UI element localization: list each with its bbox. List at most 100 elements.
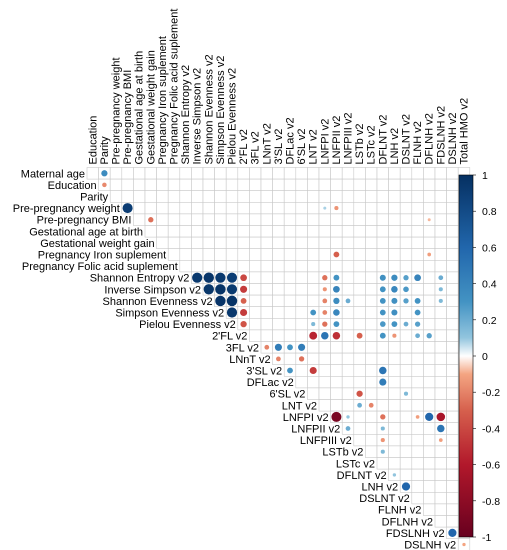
grid-cell (295, 329, 308, 342)
grid-cell (376, 399, 389, 412)
corr-circle-fdslnh-v2-dslnh-v2 (448, 528, 457, 538)
grid-cell (133, 213, 146, 226)
grid-cell (341, 283, 355, 296)
grid-cell (423, 480, 436, 493)
grid-cell (156, 225, 169, 238)
corr-circle-shannon-entropy-v2-lnh-v2 (391, 274, 398, 281)
grid-cell (434, 329, 447, 342)
grid-cell (399, 422, 413, 435)
corr-circle-2-fl-v2-dflnt-v2 (379, 332, 386, 339)
grid-cell (318, 225, 331, 238)
grid-cell (307, 375, 320, 389)
grid-cell (260, 329, 273, 342)
grid-cell (411, 236, 424, 250)
grid-cell (295, 236, 308, 250)
corr-circle-2-fl-v2-lnfpii-v2 (332, 331, 341, 340)
grid-cell (202, 202, 215, 215)
grid-cell (133, 178, 146, 192)
grid-cell (237, 167, 250, 180)
grid-cell (330, 225, 343, 238)
grid-cell (260, 259, 273, 273)
grid-cell (411, 167, 424, 180)
grid-cell (376, 259, 389, 273)
corr-circle-6-sl-v2-lstb-v2 (356, 390, 363, 397)
grid-cell (399, 190, 413, 203)
corr-circle-shannon-evenness-v2-dslnt-v2 (403, 298, 409, 304)
grid-cell (191, 236, 204, 250)
grid-cell (423, 503, 436, 516)
grid-cell (214, 202, 227, 215)
grid-cell (214, 213, 227, 226)
grid-cell (411, 341, 424, 354)
grid-cell (365, 433, 378, 447)
grid-cell (307, 271, 320, 284)
corr-circle-shannon-evenness-v2-lnfpiii-v2 (345, 298, 351, 304)
grid-cell (434, 364, 447, 377)
row-label-dflnt-v2: DFLNT v2 (337, 470, 387, 482)
grid-cell (307, 225, 320, 238)
corr-circle-shannon-evenness-v2-2-fl-v2 (240, 297, 247, 304)
grid-cell (318, 190, 331, 203)
grid-cell (446, 352, 459, 366)
grid-cell (307, 167, 320, 180)
grid-cell (167, 190, 181, 203)
corr-circle-inverse-simpson-v2-pielou-evenness-v2 (226, 284, 238, 295)
grid-cell (283, 178, 297, 192)
grid-cell (434, 480, 447, 493)
grid-cell (376, 457, 389, 470)
col-label-education: Education (87, 116, 99, 165)
grid-cell (434, 457, 447, 470)
grid-cell (388, 352, 401, 366)
corr-circle-inverse-simpson-v2-2-fl-v2 (240, 285, 248, 293)
grid-cell (225, 190, 239, 203)
corr-circle-simpson-evenness-v2-dflnt-v2 (379, 309, 386, 316)
grid-cell (341, 375, 355, 389)
grid-cell (446, 433, 459, 447)
grid-cell (295, 283, 308, 296)
grid-cell (179, 202, 192, 215)
grid-cell (283, 236, 297, 250)
grid-cell (318, 167, 331, 180)
col-label-flnh-v2: FLNH v2 (412, 121, 424, 164)
col-label-dflac-v2: DFLac v2 (285, 117, 297, 164)
col-label-lnfpii-v2: LNFPII v2 (331, 116, 343, 165)
grid-cell (365, 225, 378, 238)
row-label-shannon-entropy-v2: Shannon Entropy v2 (90, 273, 190, 285)
grid-cell (191, 202, 204, 215)
grid-cell (341, 341, 355, 354)
grid-cell (423, 259, 436, 273)
grid-cell (307, 248, 320, 261)
row-label-lnfpiii-v2: LNFPIII v2 (300, 435, 352, 447)
grid-cell (307, 294, 320, 308)
grid-cell (225, 236, 239, 250)
row-label-gestational-weight-gain: Gestational weight gain (40, 238, 154, 250)
corr-circle-inverse-simpson-v2-dflnt-v2 (379, 286, 386, 293)
grid-cell (179, 167, 192, 180)
corr-circle-lnfpiii-v2-fdslnh-v2 (438, 438, 443, 442)
grid-cell (434, 259, 447, 273)
col-label-fdslnh-v2: FDSLNH v2 (435, 106, 447, 165)
row-label-3-sl-v2: 3'SL v2 (246, 366, 282, 378)
grid-cell (191, 259, 204, 273)
grid-cell (341, 387, 355, 400)
grid-cell (272, 329, 285, 342)
grid-cell (365, 259, 378, 273)
color-bar-tick-label: -0.4 (482, 423, 500, 435)
grid-cell (341, 271, 355, 284)
grid-cell (434, 352, 447, 366)
corr-circle-inverse-simpson-v2-shannon-evenness-v2 (203, 284, 214, 295)
grid-cell (446, 491, 459, 505)
col-label-6-sl-v2: 6'SL v2 (296, 129, 308, 165)
grid-cell (330, 341, 343, 354)
corr-circle-shannon-evenness-v2-lnfpi-v2 (322, 298, 328, 304)
corr-circle-pre-pregnancy-weight-pre-pregnancy-bmi (122, 203, 133, 214)
corr-circle-shannon-entropy-v2-flnh-v2 (414, 274, 421, 282)
grid-cell (446, 422, 459, 435)
grid-cell (249, 294, 262, 308)
col-label-gestational-weight-gain: Gestational weight gain (145, 50, 157, 164)
grid-cell (446, 225, 459, 238)
grid-cell (318, 236, 331, 250)
grid-cell (202, 259, 215, 273)
grid-cell (446, 190, 459, 203)
grid-cell (446, 202, 459, 215)
